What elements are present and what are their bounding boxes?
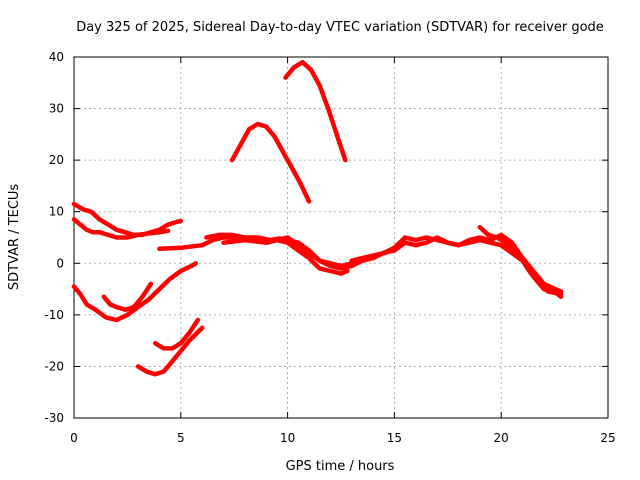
series-track-10 [349, 232, 564, 294]
y-tick-label: -10 [44, 308, 64, 322]
axis-ticks: 0 5 10 15 20 25 -30 -20 -10 0 10 20 30 40 [44, 50, 615, 445]
chart-title: Day 325 of 2025, Sidereal Day-to-day VTE… [76, 20, 604, 35]
series-track-11 [477, 224, 564, 297]
series-track-03 [71, 261, 199, 323]
x-tick-label: 10 [280, 431, 295, 445]
series-track-01 [71, 201, 184, 238]
series-track-05 [152, 317, 201, 351]
series-track-06 [135, 325, 205, 377]
x-tick-label: 20 [494, 431, 509, 445]
x-axis-label: GPS time / hours [286, 459, 395, 474]
series-track-13 [283, 59, 348, 163]
y-tick-label: 20 [49, 153, 64, 167]
y-tick-label: 30 [49, 102, 64, 116]
series-track-04 [101, 281, 154, 312]
y-tick-label: 10 [49, 205, 64, 219]
grid [74, 57, 608, 418]
y-tick-label: -20 [44, 359, 64, 373]
x-tick-label: 25 [600, 431, 615, 445]
x-tick-label: 5 [177, 431, 185, 445]
x-tick-label: 0 [70, 431, 78, 445]
series-track-09 [221, 237, 350, 276]
series-track-02 [71, 217, 171, 240]
y-axis-label: SDTVAR / TECUs [7, 184, 22, 291]
y-tick-label: 40 [49, 50, 64, 64]
plot-area [71, 59, 564, 377]
y-tick-label: 0 [56, 256, 64, 270]
plot-frame [73, 56, 609, 419]
x-tick-label: 15 [387, 431, 402, 445]
series-track-12 [229, 121, 312, 204]
y-tick-label: -30 [44, 411, 64, 425]
